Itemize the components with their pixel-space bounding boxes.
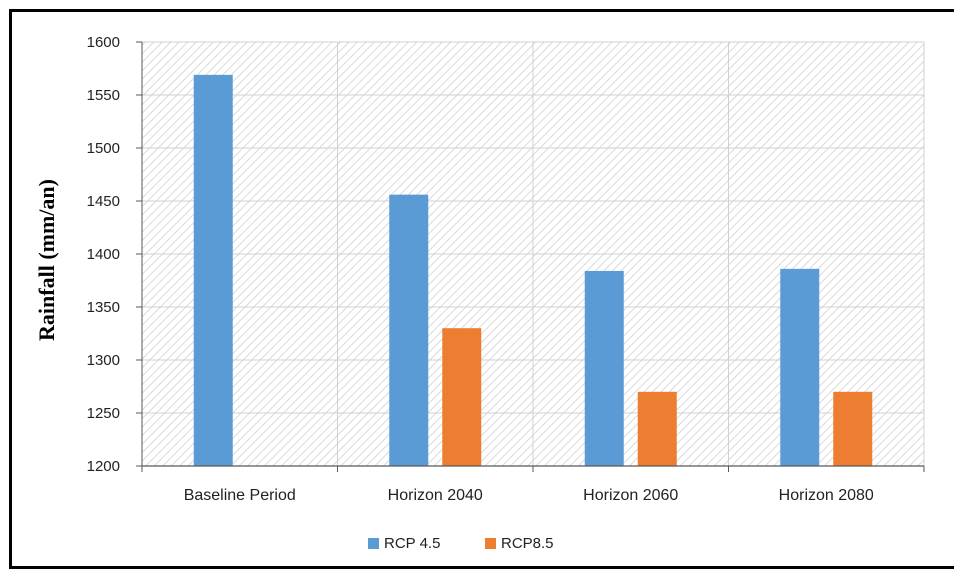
axes (136, 41, 925, 472)
bar-rcp-4-5-horizon-2060 (584, 270, 624, 466)
x-tick-label: Horizon 2060 (583, 487, 678, 504)
legend-swatch (485, 538, 496, 549)
y-tick-label: 1450 (87, 193, 120, 210)
bar-rcp-4-5-horizon-2040 (389, 194, 429, 466)
bar-rcp-4-5-horizon-2080 (780, 268, 820, 466)
x-tick-label: Horizon 2080 (779, 487, 874, 504)
y-tick-label: 1300 (87, 352, 120, 369)
bar-rcp8-5-horizon-2080 (833, 391, 873, 466)
y-tick-label: 1200 (87, 458, 120, 475)
x-tick-labels: Baseline Period Horizon 2040 Horizon 2060 H… (184, 487, 874, 504)
y-tick-labels: 1200 1250 1300 1350 1400 1450 1500 1550 1600 (87, 34, 120, 475)
bar-rcp8-5-horizon-2060 (637, 391, 677, 466)
y-tick-label: 1250 (87, 405, 120, 422)
y-tick-label: 1350 (87, 299, 120, 316)
y-tick-label: 1550 (87, 87, 120, 104)
y-tick-label: 1500 (87, 140, 120, 157)
y-axis-title: Rainfall (mm/an) (34, 179, 59, 341)
x-tick-label: Horizon 2040 (388, 487, 483, 504)
legend-swatch (368, 538, 379, 549)
legend-label: RCP8.5 (501, 535, 554, 552)
x-tick-label: Baseline Period (184, 487, 296, 504)
bars (193, 74, 873, 467)
y-tick-label: 1600 (87, 34, 120, 51)
y-tick-label: 1400 (87, 246, 120, 263)
legend-label: RCP 4.5 (384, 535, 440, 552)
bar-rcp8-5-horizon-2040 (442, 328, 482, 466)
bar-rcp-4-5-baseline-period (193, 74, 233, 467)
legend: RCP 4.5 RCP8.5 (368, 535, 554, 552)
